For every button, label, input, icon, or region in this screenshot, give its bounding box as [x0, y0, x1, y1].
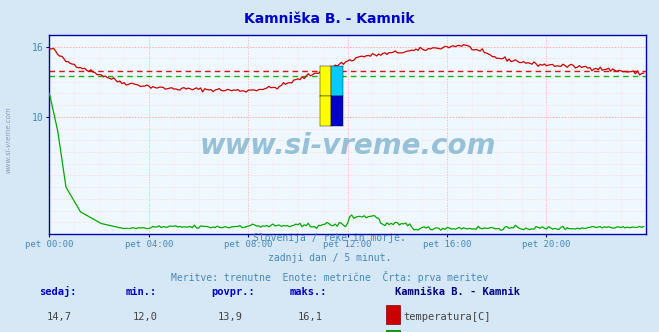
Text: zadnji dan / 5 minut.: zadnji dan / 5 minut.	[268, 253, 391, 263]
Text: 14,7: 14,7	[47, 312, 72, 322]
Text: Slovenija / reke in morje.: Slovenija / reke in morje.	[253, 233, 406, 243]
Text: temperatura[C]: temperatura[C]	[403, 312, 491, 322]
Text: Kamniška B. - Kamnik: Kamniška B. - Kamnik	[244, 12, 415, 26]
Text: 13,9: 13,9	[218, 312, 243, 322]
Text: Kamniška B. - Kamnik: Kamniška B. - Kamnik	[395, 288, 521, 297]
Text: povpr.:: povpr.:	[211, 288, 254, 297]
Text: min.:: min.:	[125, 288, 156, 297]
Text: maks.:: maks.:	[290, 288, 328, 297]
Text: 16,1: 16,1	[297, 312, 322, 322]
Text: www.si-vreme.com: www.si-vreme.com	[5, 106, 11, 173]
Text: Meritve: trenutne  Enote: metrične  Črta: prva meritev: Meritve: trenutne Enote: metrične Črta: …	[171, 271, 488, 283]
Text: www.si-vreme.com: www.si-vreme.com	[200, 132, 496, 160]
Text: sedaj:: sedaj:	[40, 287, 77, 297]
Text: 12,0: 12,0	[132, 312, 158, 322]
